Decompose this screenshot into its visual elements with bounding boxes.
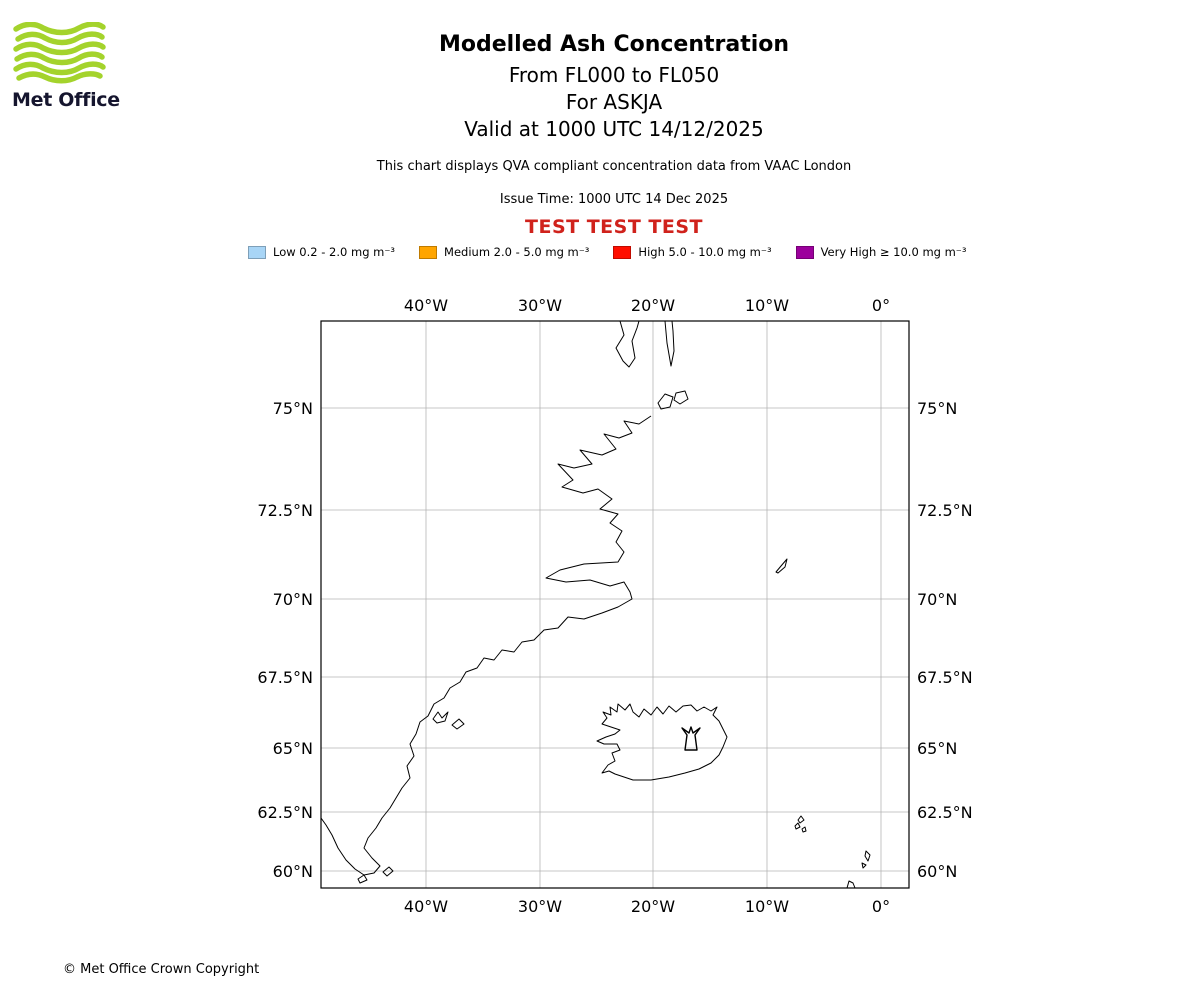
latitude-label: 67.5°N [257, 668, 313, 687]
logo-wave [13, 21, 106, 36]
faroe-islands [797, 815, 805, 824]
coastlines [320, 320, 871, 889]
longitude-label: 10°W [745, 296, 789, 315]
logo-wave [14, 51, 105, 66]
logo-wave [13, 61, 106, 76]
longitude-label: 40°W [404, 897, 448, 916]
latitude-label: 60°N [917, 862, 957, 881]
latitude-label: 70°N [917, 590, 957, 609]
met-office-wordmark: Met Office [12, 89, 120, 111]
longitude-label: 10°W [745, 897, 789, 916]
map-border [320, 320, 910, 889]
greenland-fjord-inlet [615, 320, 640, 368]
latitude-label: 62.5°N [257, 803, 313, 822]
met-office-logo-waves [13, 21, 106, 84]
faroe-islands [794, 822, 801, 830]
latitude-label: 67.5°N [917, 668, 973, 687]
logo-wave-group [13, 21, 106, 84]
longitude-label: 30°W [518, 897, 562, 916]
faroe-islands [801, 826, 807, 833]
logo-wave [15, 31, 105, 46]
legend-label-very-high: Very High ≥ 10.0 mg m⁻³ [820, 245, 967, 259]
greenland-offshore-island [673, 390, 689, 405]
latitude-label: 60°N [273, 862, 313, 881]
legend-item-low: Low 0.2 - 2.0 mg m⁻³ [248, 245, 395, 259]
shetland-islands [861, 862, 867, 869]
longitude-label: 0° [872, 897, 890, 916]
longitude-labels-top: 40°W 30°W 20°W 10°W 0° [404, 296, 890, 315]
volcano-subtitle: For ASKJA [565, 90, 663, 114]
longitude-label: 40°W [404, 296, 448, 315]
legend-item-very-high: Very High ≥ 10.0 mg m⁻³ [795, 245, 967, 259]
iceland-coastline [596, 703, 728, 781]
legend-label-low: Low 0.2 - 2.0 mg m⁻³ [273, 245, 396, 259]
logo-wave [16, 71, 103, 84]
map-area: 40°W 30°W 20°W 10°W 0° 40°W 30°W 20°W 10… [250, 285, 990, 925]
test-banner: TEST TEST TEST [525, 216, 703, 238]
latitude-labels-left: 75°N 72.5°N 70°N 67.5°N 65°N 62.5°N 60°N [257, 399, 313, 881]
longitude-labels-bottom: 40°W 30°W 20°W 10°W 0° [404, 897, 890, 916]
greenland-south-islet [382, 866, 394, 877]
longitude-label: 20°W [631, 296, 675, 315]
map-grid [321, 321, 909, 888]
greenland-islet [432, 711, 449, 724]
greenland-islet [451, 718, 465, 730]
latitude-label: 75°N [273, 399, 313, 418]
legend-label-medium: Medium 2.0 - 5.0 mg m⁻³ [444, 245, 590, 259]
latitude-labels-right: 75°N 72.5°N 70°N 67.5°N 65°N 62.5°N 60°N [917, 399, 973, 881]
map-svg: 40°W 30°W 20°W 10°W 0° 40°W 30°W 20°W 10… [257, 296, 973, 916]
met-office-logo: Met Office [12, 21, 122, 111]
legend-item-medium: Medium 2.0 - 5.0 mg m⁻³ [419, 245, 589, 259]
legend-swatch-very-high [795, 245, 814, 259]
latitude-label: 65°N [917, 739, 957, 758]
valid-time-subtitle: Valid at 1000 UTC 14/12/2025 [464, 117, 764, 141]
legend-swatch-medium [419, 245, 438, 259]
chart-title: Modelled Ash Concentration [438, 32, 790, 57]
legend-item-high: High 5.0 - 10.0 mg m⁻³ [613, 245, 772, 259]
longitude-label: 30°W [518, 296, 562, 315]
volcano-marker-askja [681, 726, 701, 751]
legend-swatch-low [248, 245, 266, 259]
legend-swatch-high [613, 245, 632, 259]
logo-wave [13, 41, 106, 56]
flight-level-subtitle: From FL000 to FL050 [508, 63, 720, 87]
jan-mayen-island [775, 558, 788, 574]
orkney-islands [846, 880, 856, 889]
legend-label-high: High 5.0 - 10.0 mg m⁻³ [638, 245, 772, 259]
longitude-label: 20°W [631, 897, 675, 916]
latitude-label: 62.5°N [917, 803, 973, 822]
latitude-label: 75°N [917, 399, 957, 418]
qva-note: This chart displays QVA compliant concen… [376, 159, 852, 174]
latitude-label: 65°N [273, 739, 313, 758]
issue-time: Issue Time: 1000 UTC 14 Dec 2025 [499, 192, 729, 207]
latitude-label: 72.5°N [257, 501, 313, 520]
longitude-label: 0° [872, 296, 890, 315]
greenland-south-islet [357, 874, 368, 884]
latitude-label: 72.5°N [917, 501, 973, 520]
copyright-notice: © Met Office Crown Copyright [63, 962, 260, 977]
greenland-offshore-island [657, 393, 674, 410]
concentration-legend: Low 0.2 - 2.0 mg m⁻³ Medium 2.0 - 5.0 mg… [248, 245, 966, 259]
shetland-islands [864, 850, 871, 862]
latitude-label: 70°N [273, 590, 313, 609]
greenland-east-coastline [320, 415, 652, 876]
greenland-narrow-island [664, 320, 675, 367]
title-block: Modelled Ash Concentration From FL000 to… [28, 33, 1200, 143]
